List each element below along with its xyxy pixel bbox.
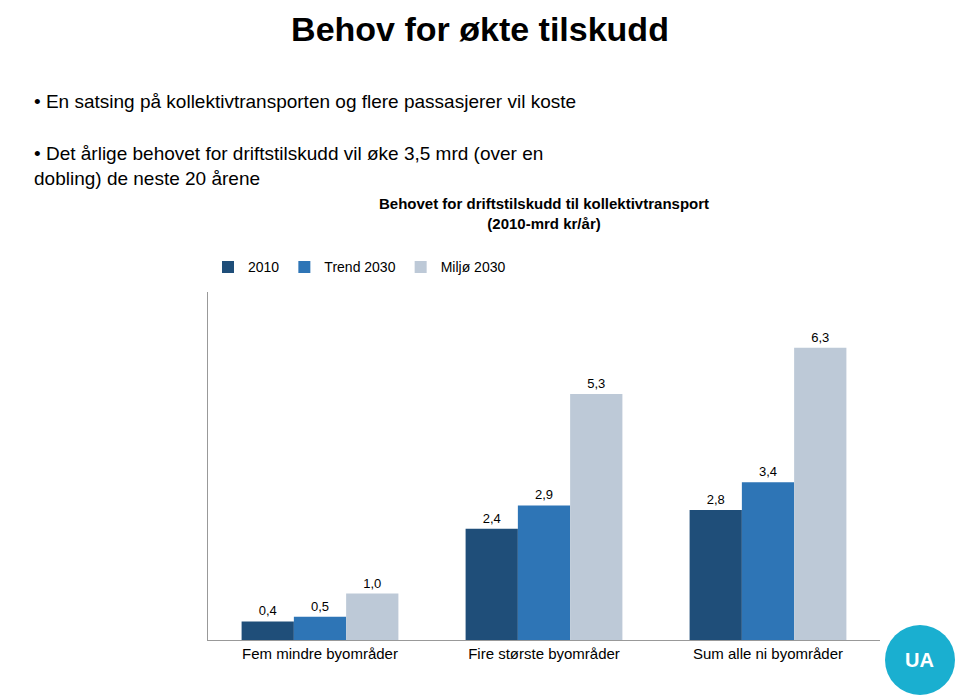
svg-text:Behovet for driftstilskudd til: Behovet for driftstilskudd til kollektiv…	[379, 195, 709, 232]
svg-text:1,0: 1,0	[363, 576, 381, 591]
svg-text:5,3: 5,3	[587, 376, 605, 391]
svg-text:0,5: 0,5	[311, 599, 329, 614]
svg-text:• En satsing på kollektivtrans: • En satsing på kollektivtransporten og …	[34, 91, 576, 112]
svg-text:Sum alle ni byområder: Sum alle ni byområder	[693, 645, 843, 662]
svg-text:2,9: 2,9	[535, 487, 553, 502]
svg-text:0,4: 0,4	[259, 603, 277, 618]
svg-text:2010: 2010	[248, 259, 279, 275]
svg-text:3,4: 3,4	[759, 464, 777, 479]
svg-text:Trend 2030: Trend 2030	[324, 259, 395, 275]
svg-text:2,8: 2,8	[707, 492, 725, 507]
svg-text:Fem mindre byområder: Fem mindre byområder	[242, 645, 398, 662]
svg-text:Behov for økte tilskudd: Behov for økte tilskudd	[291, 10, 669, 48]
svg-text:UA: UA	[905, 649, 934, 671]
svg-text:6,3: 6,3	[811, 330, 829, 345]
svg-text:2,4: 2,4	[483, 511, 501, 526]
svg-text:• Det årlige behovet for drift: • Det årlige behovet for driftstilskudd …	[34, 143, 543, 189]
svg-text:Miljø 2030: Miljø 2030	[441, 259, 506, 275]
svg-text:Fire største byområder: Fire største byområder	[468, 645, 620, 662]
